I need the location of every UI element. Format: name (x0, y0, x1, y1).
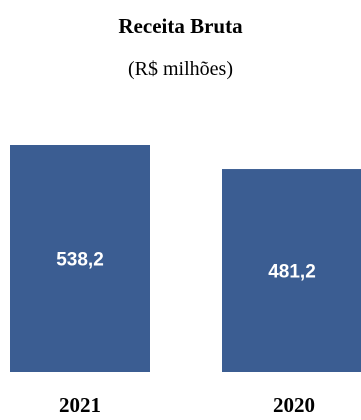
bar-2020 (222, 169, 361, 372)
bar-value-label-2020: 481,2 (268, 262, 316, 283)
bar-value-label-2021: 538,2 (56, 250, 104, 271)
category-label-2020: 2020 (273, 393, 315, 417)
chart-title: Receita Bruta (118, 14, 243, 38)
chart-subtitle: (R$ milhões) (128, 58, 233, 80)
category-label-2021: 2021 (59, 393, 101, 417)
bar-2021 (10, 145, 150, 372)
